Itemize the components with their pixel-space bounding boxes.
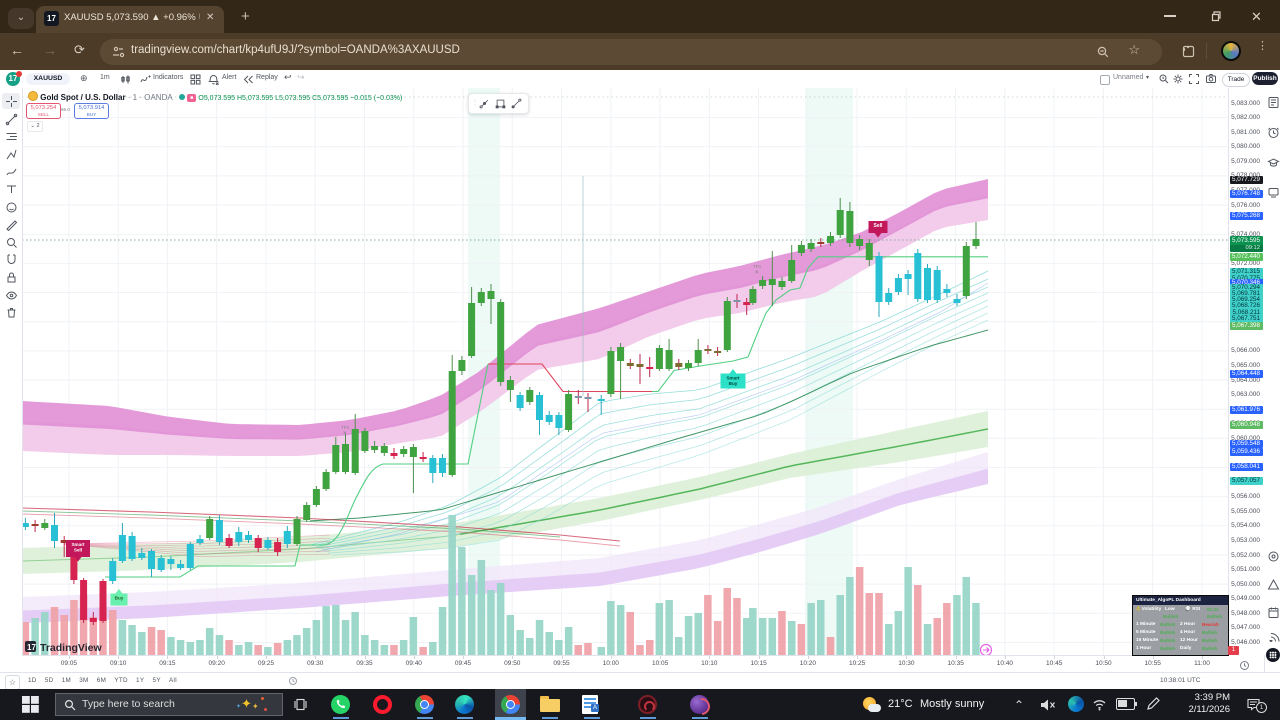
svg-text:×: × xyxy=(755,270,759,276)
svg-text:Sell: Sell xyxy=(74,548,82,553)
svg-text:Buy: Buy xyxy=(729,381,738,386)
svg-text:Smart: Smart xyxy=(71,542,84,547)
svg-text:TP1: TP1 xyxy=(753,264,762,269)
svg-text:Smart: Smart xyxy=(726,376,739,381)
svg-text:TradingView: TradingView xyxy=(40,642,102,654)
svg-text:×: × xyxy=(343,431,347,437)
svg-text:Buy: Buy xyxy=(115,596,124,601)
svg-text:17: 17 xyxy=(27,643,36,652)
svg-text:TP1: TP1 xyxy=(341,425,350,430)
svg-text:Sell: Sell xyxy=(874,223,884,229)
